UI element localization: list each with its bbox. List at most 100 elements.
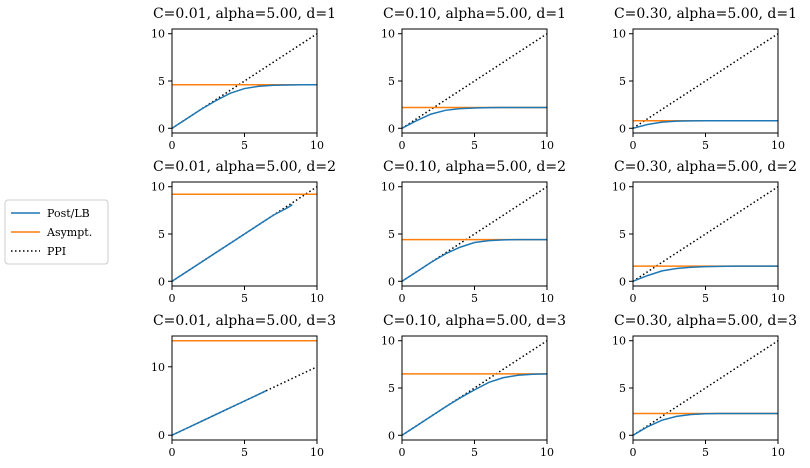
x-tick-label: 5: [241, 446, 248, 459]
y-tick-label: 0: [158, 275, 165, 288]
post-lb-line: [402, 106, 547, 129]
y-tick-label: 5: [158, 228, 165, 241]
ppi-line: [633, 340, 778, 436]
subplot-title: C=0.01, alpha=5.00, d=1: [153, 6, 336, 22]
x-tick-label: 0: [169, 139, 176, 152]
axes-frame: [401, 335, 548, 441]
legend: Post/LB Asympt. PPI: [4, 199, 109, 265]
y-tick-label: 0: [619, 429, 626, 442]
y-tick-label: 10: [151, 181, 165, 194]
axes-frame: [632, 181, 779, 287]
y-tick-label: 5: [619, 228, 626, 241]
plot-area: [172, 33, 317, 129]
post-lb-line: [172, 84, 317, 129]
subplot-title: C=0.10, alpha=5.00, d=2: [383, 159, 566, 175]
legend-label: Asympt.: [46, 226, 92, 239]
x-tick-label: 10: [540, 446, 554, 459]
x-tick-label: 5: [471, 446, 478, 459]
y-tick-label: 5: [619, 382, 626, 395]
x-tick-label: 0: [630, 292, 637, 305]
plot-area: [402, 33, 547, 129]
subplot-9: C=0.30, alpha=5.00, d=3 0 5 10 0 5 10: [612, 313, 797, 459]
subplot-3: C=0.30, alpha=5.00, d=1 0 5 10 0 5 10: [612, 6, 797, 152]
x-tick-label: 0: [169, 446, 176, 459]
y-tick-label: 10: [151, 28, 165, 41]
y-tick-label: 5: [388, 75, 395, 88]
post-lb-line: [402, 238, 547, 282]
x-tick-label: 5: [471, 139, 478, 152]
plot-area: [172, 186, 317, 282]
post-lb-line: [633, 412, 778, 436]
y-tick-label: 10: [612, 335, 626, 348]
post-lb-line: [172, 204, 293, 282]
y-tick-label: 0: [619, 275, 626, 288]
y-tick-label: 0: [388, 122, 395, 135]
subplot-title: C=0.01, alpha=5.00, d=3: [153, 313, 336, 329]
y-tick-label: 5: [619, 75, 626, 88]
plot-area: [633, 186, 778, 282]
subplot-title: C=0.01, alpha=5.00, d=2: [153, 159, 336, 175]
x-tick-label: 10: [540, 139, 554, 152]
y-tick-label: 5: [388, 382, 395, 395]
subplot-title: C=0.30, alpha=5.00, d=3: [614, 313, 797, 329]
y-tick-label: 5: [388, 228, 395, 241]
y-tick-label: 0: [619, 122, 626, 135]
x-tick-label: 10: [310, 139, 324, 152]
axes-frame: [401, 181, 548, 287]
x-tick-label: 10: [771, 292, 785, 305]
subplot-5: C=0.10, alpha=5.00, d=2 0 5 10 0 5 10: [381, 159, 566, 305]
y-tick-label: 5: [158, 75, 165, 88]
subplot-7: C=0.01, alpha=5.00, d=3 0 5 10 0 10: [151, 313, 336, 459]
post-lb-line: [172, 390, 267, 436]
x-tick-label: 5: [241, 139, 248, 152]
x-tick-label: 10: [540, 292, 554, 305]
y-tick-label: 0: [158, 122, 165, 135]
subplot-6: C=0.30, alpha=5.00, d=2 0 5 10 0 5 10: [612, 159, 797, 305]
y-tick-label: 10: [612, 28, 626, 41]
subplot-1: C=0.01, alpha=5.00, d=1 0 5 10 0 5 10: [151, 6, 336, 152]
ppi-line: [633, 33, 778, 129]
y-tick-label: 0: [388, 275, 395, 288]
subplot-title: C=0.10, alpha=5.00, d=3: [383, 313, 566, 329]
x-tick-label: 5: [241, 292, 248, 305]
axes-frame: [632, 28, 779, 134]
x-tick-label: 0: [169, 292, 176, 305]
legend-label: Post/LB: [47, 207, 90, 220]
x-tick-label: 10: [310, 446, 324, 459]
x-tick-label: 5: [471, 292, 478, 305]
axes-frame: [171, 28, 318, 134]
legend-label: PPI: [47, 245, 66, 258]
x-tick-label: 0: [630, 446, 637, 459]
subplot-title: C=0.30, alpha=5.00, d=2: [614, 159, 797, 175]
x-tick-label: 5: [702, 292, 709, 305]
y-tick-label: 0: [158, 429, 165, 442]
y-tick-label: 10: [612, 181, 626, 194]
subplot-2: C=0.10, alpha=5.00, d=1 0 5 10 0 5 10: [381, 6, 566, 152]
x-tick-label: 5: [702, 139, 709, 152]
subplot-8: C=0.10, alpha=5.00, d=3 0 5 10 0 5 10: [381, 313, 566, 459]
y-tick-label: 0: [388, 429, 395, 442]
post-lb-line: [633, 265, 778, 282]
x-tick-label: 10: [771, 446, 785, 459]
plot-area: [402, 340, 547, 436]
x-tick-label: 0: [630, 139, 637, 152]
y-tick-label: 10: [381, 28, 395, 41]
x-tick-label: 0: [399, 446, 406, 459]
x-tick-label: 0: [399, 292, 406, 305]
y-tick-label: 10: [381, 335, 395, 348]
plot-area: [633, 340, 778, 436]
subplot-title: C=0.30, alpha=5.00, d=1: [614, 6, 797, 22]
x-tick-label: 10: [771, 139, 785, 152]
x-tick-label: 5: [702, 446, 709, 459]
plot-area: [172, 340, 317, 436]
subplot-4: C=0.01, alpha=5.00, d=2 0 5 10 0 5 10: [151, 159, 336, 305]
post-lb-line: [633, 119, 778, 129]
subplot-title: C=0.10, alpha=5.00, d=1: [383, 6, 566, 22]
x-tick-label: 10: [310, 292, 324, 305]
post-lb-line: [402, 373, 547, 436]
legend-frame: [4, 199, 109, 265]
plot-area: [402, 186, 547, 282]
y-tick-label: 10: [381, 181, 395, 194]
